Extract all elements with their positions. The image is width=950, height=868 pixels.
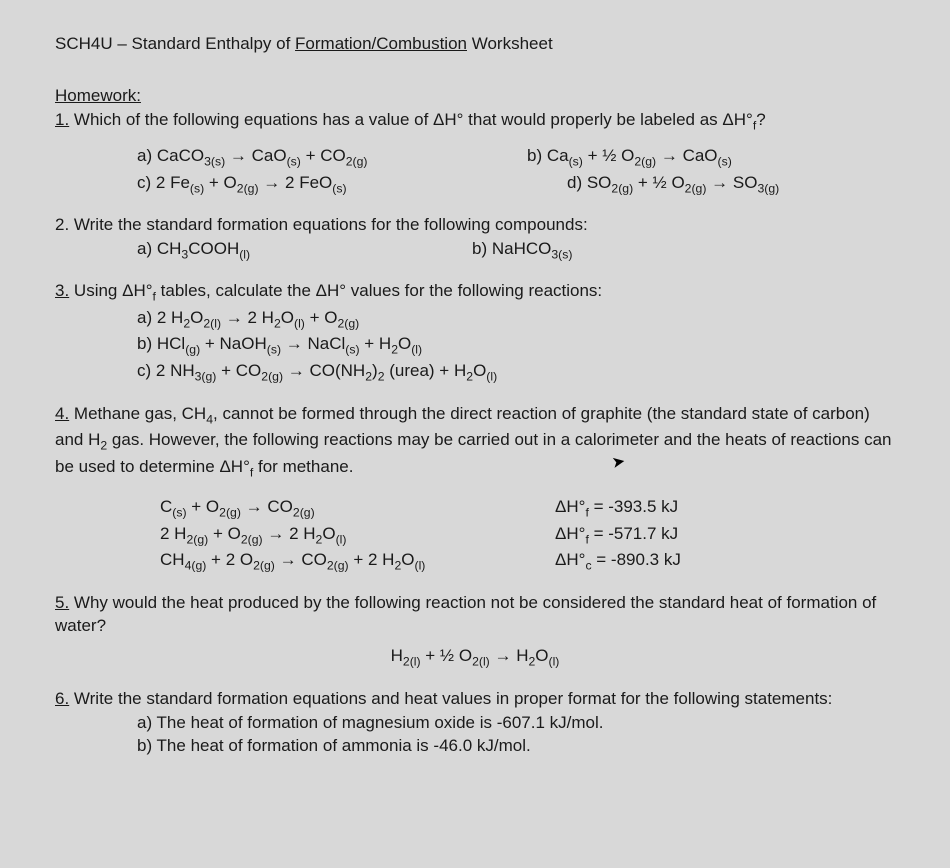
q2-b-label: b) [472,239,492,258]
q6-a-label: a) [137,713,157,732]
q4-r1-eq: C(s) + O2(g) → CO2(g) [160,495,555,522]
q3-c: 2 NH3(g) + CO2(g) → CO(NH2)2 (urea) + H2… [156,361,497,380]
q4-r1-dh: ΔH°f = -393.5 kJ [555,495,678,522]
q6-b: The heat of formation of ammonia is -46.… [157,736,531,755]
q2-a: CH3COOH(l) [157,239,250,258]
q1-row1: a) CaCO3(s) → CaO(s) + CO2(g) b) Ca(s) +… [55,144,895,171]
q1-tail: ? [756,110,765,129]
title-prefix: SCH4U – Standard Enthalpy of [55,34,295,53]
q3-number: 3. [55,281,69,300]
q4-text1: Methane gas, CH4, cannot be formed throu… [55,404,892,476]
q3-c-label: c) [137,361,156,380]
q4-r3: CH4(g) + 2 O2(g) → CO2(g) + 2 H2O(l) ΔH°… [55,548,895,575]
q2-row: a) CH3COOH(l) b) NaHCO3(s) [55,237,895,264]
question-2: 2. Write the standard formation equation… [55,213,895,263]
q1-a-label: a) [137,146,157,165]
q6-b-label: b) [137,736,157,755]
q4-r2: 2 H2(g) + O2(g) → 2 H2O(l) ΔH°f = -571.7… [55,522,895,549]
q4-r3-eq: CH4(g) + 2 O2(g) → CO2(g) + 2 H2O(l) [160,548,555,575]
q3-a-label: a) [137,308,157,327]
worksheet-title: SCH4U – Standard Enthalpy of Formation/C… [55,32,895,56]
q6-b-row: b) The heat of formation of ammonia is -… [55,734,895,758]
q4-text2: for methane. [253,457,353,476]
q3-text1: Using ΔH° [69,281,152,300]
q1-text: Which of the following equations has a v… [69,110,753,129]
q2-text: Write the standard formation equations f… [69,215,587,234]
question-4: 4. Methane gas, CH4, cannot be formed th… [55,402,895,575]
q2-number: 2. [55,215,69,234]
q6-number: 6. [55,689,69,708]
q1-a: CaCO3(s) → CaO(s) + CO2(g) [157,146,368,165]
title-suffix: Worksheet [467,34,553,53]
q1-number: 1. [55,110,69,129]
q3-b: HCl(g) + NaOH(s) → NaCl(s) + H2O(l) [157,334,422,353]
q6-a-row: a) The heat of formation of magnesium ox… [55,711,895,735]
question-5: 5. Why would the heat produced by the fo… [55,591,895,671]
q1-d-label: d) [567,173,587,192]
q4-number: 4. [55,404,69,423]
q5-number: 5. [55,593,69,612]
q2-b: NaHCO3(s) [492,239,573,258]
q4-r2-eq: 2 H2(g) + O2(g) → 2 H2O(l) [160,522,555,549]
q4-r3-dh: ΔH°c = -890.3 kJ [555,548,681,575]
q4-r1: C(s) + O2(g) → CO2(g) ΔH°f = -393.5 kJ [55,495,895,522]
question-3: 3. Using ΔH°f tables, calculate the ΔH° … [55,279,895,385]
question-1: 1. Which of the following equations has … [55,108,895,198]
question-6: 6. Write the standard formation equation… [55,687,895,758]
q1-c: 2 Fe(s) + O2(g) → 2 FeO(s) [156,173,347,192]
q1-d: SO2(g) + ½ O2(g) → SO3(g) [587,173,779,192]
q2-a-label: a) [137,239,157,258]
homework-label: Homework: [55,84,895,108]
q3-b-label: b) [137,334,157,353]
q1-row2: c) 2 Fe(s) + O2(g) → 2 FeO(s) d) SO2(g) … [55,171,895,198]
q1-b-label: b) [527,146,547,165]
q6-text: Write the standard formation equations a… [69,689,832,708]
q5-equation: H2(l) + ½ O2(l) → H2O(l) [55,644,895,671]
q1-b: Ca(s) + ½ O2(g) → CaO(s) [547,146,732,165]
q4-r2-dh: ΔH°f = -571.7 kJ [555,522,678,549]
q5-text: Why would the heat produced by the follo… [55,593,876,636]
q3-c-row: c) 2 NH3(g) + CO2(g) → CO(NH2)2 (urea) +… [55,359,895,386]
q3-b-row: b) HCl(g) + NaOH(s) → NaCl(s) + H2O(l) [55,332,895,359]
q3-a: 2 H2O2(l) → 2 H2O(l) + O2(g) [157,308,359,327]
title-underlined: Formation/Combustion [295,34,467,53]
q6-a: The heat of formation of magnesium oxide… [157,713,604,732]
q3-a-row: a) 2 H2O2(l) → 2 H2O(l) + O2(g) [55,306,895,333]
q3-text2: tables, calculate the ΔH° values for the… [156,281,602,300]
q1-c-label: c) [137,173,156,192]
